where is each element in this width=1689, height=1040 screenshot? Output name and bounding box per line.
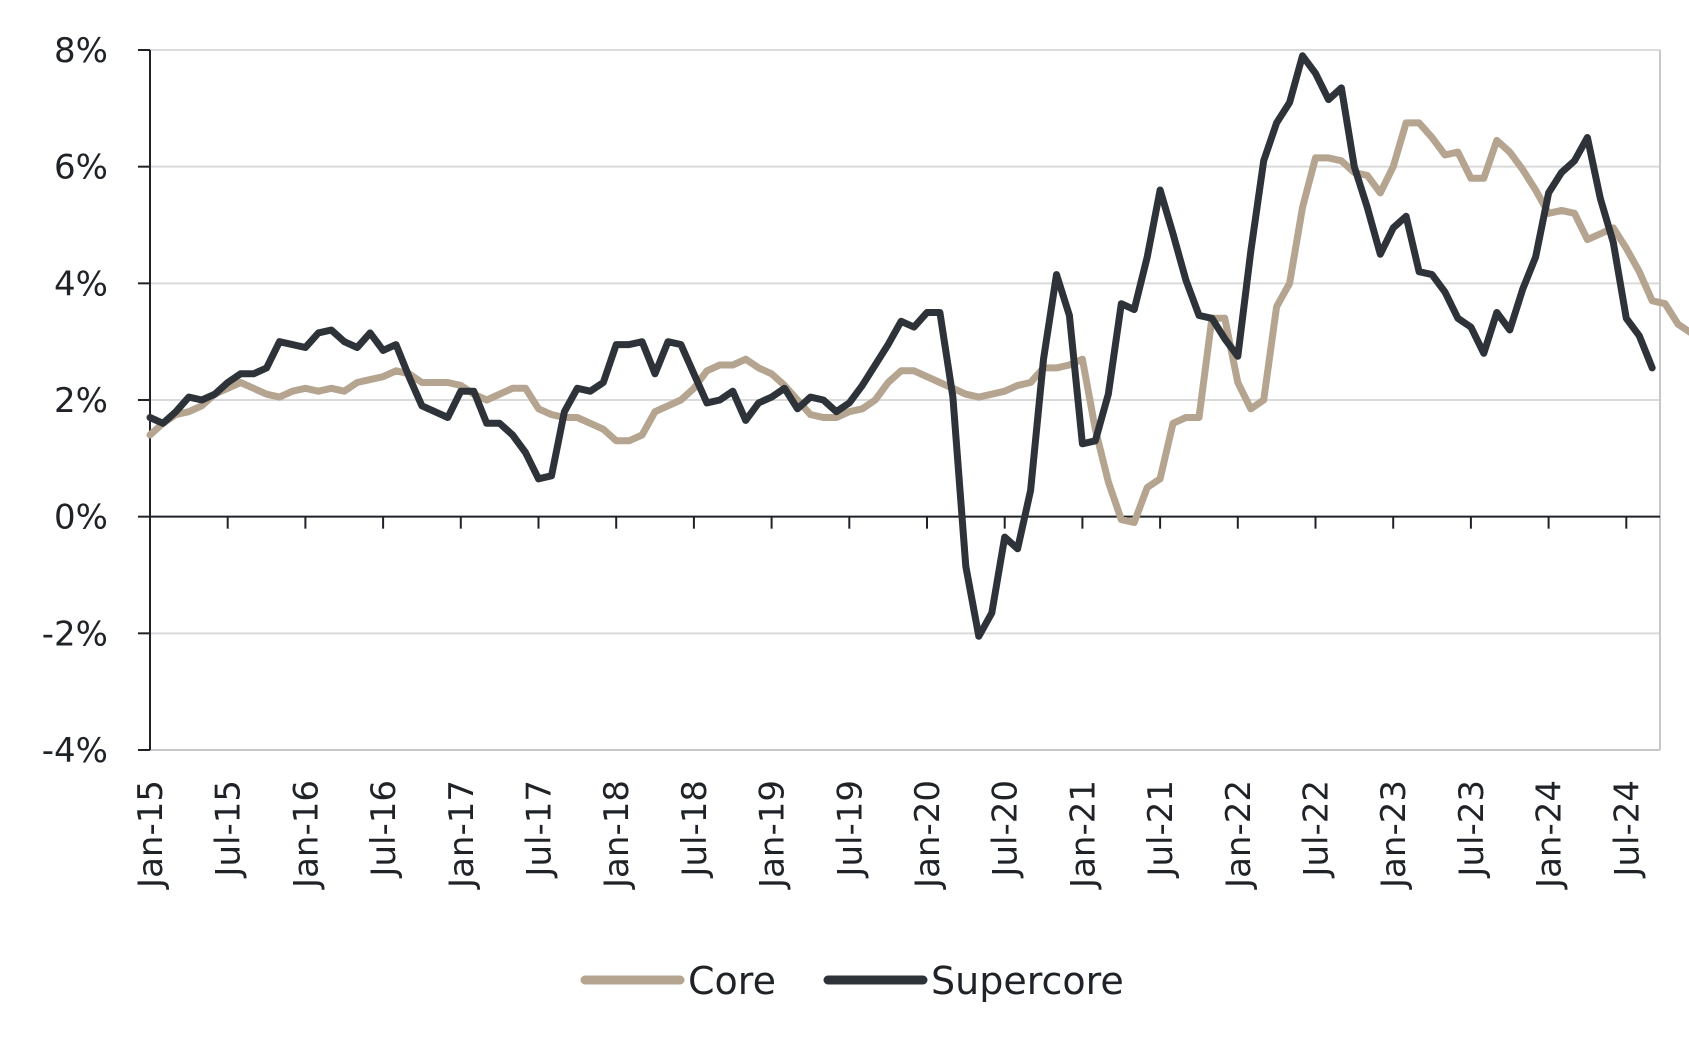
x-tick-label: Jan-17 (442, 780, 482, 890)
gridlines (150, 49, 1660, 751)
x-tick-label: Jan-21 (1063, 780, 1103, 890)
y-tick-label: 2% (54, 381, 108, 421)
series-line-core (146, 119, 1689, 526)
legend-label-supercore: Supercore (931, 959, 1124, 1003)
legend: Core Supercore (580, 959, 1124, 1003)
x-tick-label: Jul-17 (520, 780, 560, 879)
series-line-supercore (146, 52, 1656, 640)
x-tick-label: Jan-16 (286, 780, 326, 890)
x-tick-label: Jul-22 (1297, 780, 1337, 879)
x-tick-label: Jul-24 (1607, 780, 1647, 879)
x-tick-label: Jul-23 (1452, 780, 1492, 879)
y-tick-label: -2% (42, 614, 108, 654)
x-tick-label: Jul-19 (830, 780, 870, 879)
axes (138, 49, 1661, 751)
x-tick-label: Jan-19 (753, 780, 793, 890)
x-tick-label: Jan-15 (131, 780, 171, 890)
x-tick-label: Jul-20 (986, 780, 1026, 879)
x-tick-label: Jan-22 (1219, 780, 1259, 890)
x-tick-label: Jan-18 (597, 780, 637, 890)
legend-label-core: Core (688, 959, 776, 1003)
x-tick-label: Jul-16 (364, 780, 404, 879)
x-tick-label: Jul-15 (209, 780, 249, 879)
x-tick-label: Jul-18 (675, 780, 715, 879)
x-tick-label: Jan-20 (908, 780, 948, 890)
x-tick-label: Jan-24 (1530, 780, 1570, 890)
y-tick-label: 8% (54, 31, 108, 71)
tick-labels: 8% 6% 4% 2% 0% -2% -4% Jan-15 Jul-15 Jan-16 Jul-16… (42, 31, 1648, 890)
x-tick-label: Jan-23 (1374, 780, 1414, 890)
y-tick-label: 0% (54, 498, 108, 538)
series-lines (146, 52, 1689, 640)
y-tick-label: 4% (54, 264, 108, 304)
y-tick-label: 6% (54, 148, 108, 188)
y-tick-label: -4% (42, 731, 108, 771)
x-tick-label: Jul-21 (1141, 780, 1181, 879)
